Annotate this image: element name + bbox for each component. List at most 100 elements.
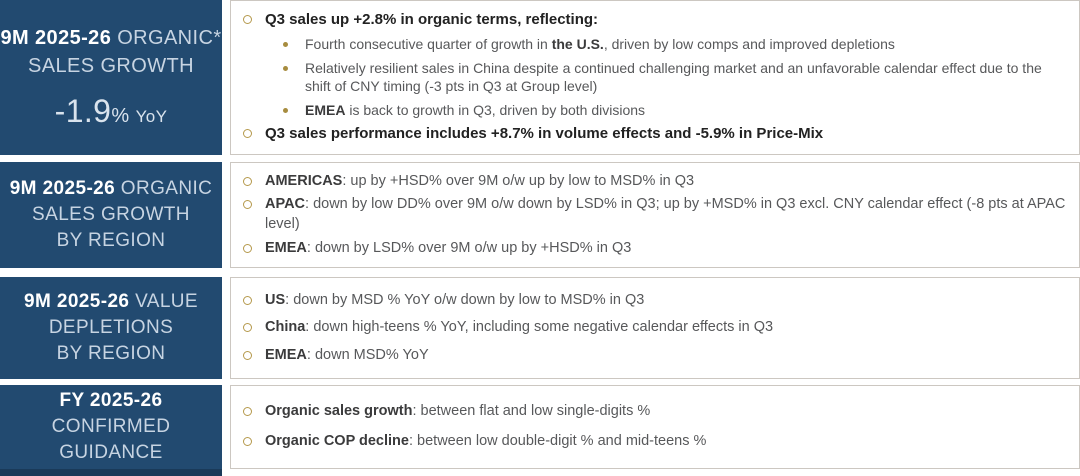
bullet-text: Organic sales growth: between flat and l… bbox=[265, 402, 650, 422]
bullet-text-emphasis: Q3 sales up +2.8% in organic terms, refl… bbox=[265, 11, 599, 29]
label-period-text: 9M 2025-26 bbox=[24, 290, 130, 312]
bullet-text: AMERICAS: up by +HSD% over 9M o/w up by … bbox=[265, 172, 694, 192]
bullet-item: China: down high-teens % YoY, including … bbox=[243, 318, 1073, 338]
label-title-text: SALES GROWTH bbox=[32, 203, 190, 225]
bullet-text-segment: : between flat and low single-digits % bbox=[412, 402, 651, 419]
footer-navy-strip bbox=[0, 469, 222, 476]
label-line: 9M 2025-26 ORGANIC bbox=[10, 176, 213, 202]
bullet-text-emphasis: US bbox=[265, 291, 286, 308]
bullet-text-emphasis: Organic sales growth bbox=[265, 402, 413, 419]
bullet-circle-icon bbox=[243, 437, 252, 447]
bullet-item: EMEA: down by LSD% over 9M o/w up by +HS… bbox=[243, 239, 1073, 259]
content-value-depletions-by-region: US: down by MSD % YoY o/w down by low to… bbox=[230, 277, 1080, 379]
bullet-text-segment: : between low double-digit % and mid-tee… bbox=[408, 433, 707, 450]
bullet-text: US: down by MSD % YoY o/w down by low to… bbox=[265, 291, 644, 311]
label-title-text: BY REGION bbox=[56, 343, 166, 365]
bullet-text: China: down high-teens % YoY, including … bbox=[265, 318, 773, 338]
label-line: 9M 2025-26 VALUE bbox=[24, 289, 198, 315]
sub-bullet-dot-icon bbox=[283, 107, 288, 113]
label-line: DEPLETIONS bbox=[49, 315, 173, 341]
bullet-text-emphasis: EMEA bbox=[265, 346, 307, 363]
bullet-text: Organic COP decline: between low double-… bbox=[265, 432, 706, 452]
bullet-text-segment: Relatively resilient sales in China desp… bbox=[305, 59, 1042, 95]
bullet-item: Organic COP decline: between low double-… bbox=[243, 432, 1073, 452]
sub-bullet-dot-icon bbox=[283, 65, 288, 71]
label-title-text: VALUE bbox=[129, 290, 198, 312]
row-organic-sales-growth-by-region: 9M 2025-26 ORGANIC SALES GROWTH BY REGION A… bbox=[0, 162, 1080, 268]
label-line: FY 2025-26 bbox=[60, 388, 163, 414]
bullet-circle-icon bbox=[243, 176, 252, 186]
bullet-circle-icon bbox=[243, 15, 252, 25]
row-value-depletions-by-region: 9M 2025-26 VALUE DEPLETIONS BY REGION US: d… bbox=[0, 277, 1080, 379]
bullet-text-segment: , driven by low comps and improved deple… bbox=[603, 36, 895, 53]
label-title-text: ORGANIC* bbox=[111, 27, 222, 50]
sub-bullet-dot-icon bbox=[283, 42, 288, 48]
bullet-text: EMEA is back to growth in Q3, driven by … bbox=[305, 101, 645, 120]
row-confirmed-guidance: FY 2025-26 CONFIRMED GUIDANCE Organic sales… bbox=[0, 385, 1080, 469]
label-confirmed-guidance: FY 2025-26 CONFIRMED GUIDANCE bbox=[0, 385, 222, 469]
bullet-item: Q3 sales up +2.8% in organic terms, refl… bbox=[243, 10, 1073, 30]
label-value-depletions-by-region: 9M 2025-26 VALUE DEPLETIONS BY REGION bbox=[0, 277, 222, 379]
bullet-text: EMEA: down by LSD% over 9M o/w up by +HS… bbox=[265, 239, 631, 259]
bullet-text-segment: : down MSD% YoY bbox=[306, 346, 429, 363]
label-title-text: BY REGION bbox=[56, 230, 166, 252]
bullet-circle-icon bbox=[243, 323, 252, 333]
label-title-text: CONFIRMED bbox=[51, 415, 171, 437]
bullet-text-segment: : down by MSD % YoY o/w down by low to M… bbox=[285, 291, 645, 308]
bullet-text-segment: is back to growth in Q3, driven by both … bbox=[345, 101, 646, 118]
bullet-text-segment: Fourth consecutive quarter of growth in bbox=[305, 36, 552, 53]
label-line: CONFIRMED bbox=[52, 414, 171, 440]
bullet-text-segment: : up by +HSD% over 9M o/w up by low to M… bbox=[342, 172, 695, 189]
bullet-text: EMEA: down MSD% YoY bbox=[265, 346, 429, 366]
bullet-item: Q3 sales performance includes +8.7% in v… bbox=[243, 124, 1073, 144]
bullet-text-segment: : down high-teens % YoY, including some … bbox=[305, 319, 774, 336]
label-line: 9M 2025-26 ORGANIC* bbox=[0, 25, 221, 53]
bullet-item: Relatively resilient sales in China desp… bbox=[283, 59, 1073, 97]
label-title-text: SALES GROWTH bbox=[28, 55, 194, 77]
bullet-circle-icon bbox=[243, 295, 252, 305]
bullet-item: AMERICAS: up by +HSD% over 9M o/w up by … bbox=[243, 172, 1073, 192]
label-line: BY REGION bbox=[57, 228, 166, 254]
bullet-text-emphasis: the U.S. bbox=[551, 36, 604, 53]
label-organic-sales-growth: 9M 2025-26 ORGANIC* SALES GROWTH -1.9% YoY bbox=[0, 0, 222, 155]
label-title-text: ORGANIC bbox=[115, 177, 213, 199]
label-title-text: DEPLETIONS bbox=[48, 316, 174, 338]
bullet-item: APAC: down by low DD% over 9M o/w down b… bbox=[243, 195, 1073, 234]
label-period-text: FY 2025-26 bbox=[59, 389, 163, 411]
bullet-item: Organic sales growth: between flat and l… bbox=[243, 402, 1073, 422]
label-title-text: GUIDANCE bbox=[59, 442, 163, 464]
bullet-text-segment: : down by LSD% over 9M o/w up by +HSD% i… bbox=[306, 239, 632, 256]
bullet-circle-icon bbox=[243, 406, 252, 416]
bullet-text-segment: : down by low DD% over 9M o/w down by LS… bbox=[265, 196, 1066, 232]
row-organic-sales-growth: 9M 2025-26 ORGANIC* SALES GROWTH -1.9% YoY Q… bbox=[0, 0, 1080, 155]
metric-unit: % bbox=[111, 104, 130, 127]
bullet-item: US: down by MSD % YoY o/w down by low to… bbox=[243, 291, 1073, 311]
label-line: BY REGION bbox=[57, 341, 166, 367]
label-line: SALES GROWTH bbox=[32, 202, 190, 228]
content-organic-sales-growth: Q3 sales up +2.8% in organic terms, refl… bbox=[230, 0, 1080, 155]
metric-suffix: YoY bbox=[135, 106, 168, 126]
label-line: SALES GROWTH bbox=[28, 53, 194, 81]
content-organic-sales-growth-by-region: AMERICAS: up by +HSD% over 9M o/w up by … bbox=[230, 162, 1080, 268]
label-organic-sales-growth-by-region: 9M 2025-26 ORGANIC SALES GROWTH BY REGION bbox=[0, 162, 222, 268]
bullet-circle-icon bbox=[243, 129, 252, 139]
bullet-circle-icon bbox=[243, 243, 252, 253]
bullet-text: APAC: down by low DD% over 9M o/w down b… bbox=[265, 195, 1073, 234]
bullet-text: Fourth consecutive quarter of growth in … bbox=[305, 35, 895, 54]
bullet-text-emphasis: China bbox=[265, 319, 306, 336]
bullet-text-emphasis: AMERICAS bbox=[265, 172, 343, 189]
bullet-item: Fourth consecutive quarter of growth in … bbox=[283, 35, 1073, 54]
bullet-circle-icon bbox=[243, 350, 252, 360]
label-period-text: 9M 2025-26 bbox=[9, 177, 116, 199]
bullet-item: EMEA: down MSD% YoY bbox=[243, 346, 1073, 366]
bullet-text-emphasis: APAC bbox=[265, 196, 306, 213]
bullet-text: Q3 sales up +2.8% in organic terms, refl… bbox=[265, 10, 598, 30]
metric-number: -1.9 bbox=[54, 92, 112, 129]
bullet-item: EMEA is back to growth in Q3, driven by … bbox=[283, 101, 1073, 120]
label-period-text: 9M 2025-26 bbox=[0, 27, 112, 50]
bullet-circle-icon bbox=[243, 200, 252, 210]
bullet-text-emphasis: Q3 sales performance includes +8.7% in v… bbox=[265, 125, 824, 143]
content-confirmed-guidance: Organic sales growth: between flat and l… bbox=[230, 385, 1080, 469]
bullet-text-emphasis: EMEA bbox=[265, 239, 307, 256]
